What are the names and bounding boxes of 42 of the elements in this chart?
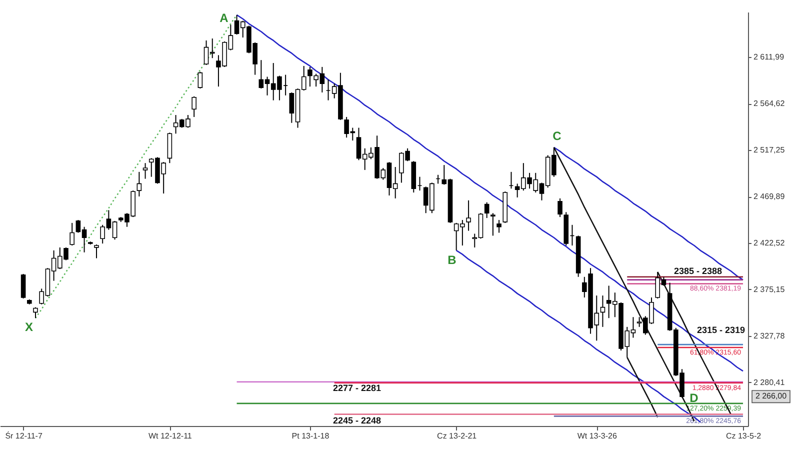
y-tick-label: 2 517,25 bbox=[754, 146, 786, 155]
annotation: 2245 - 2248 bbox=[332, 416, 382, 426]
annotation: D bbox=[690, 391, 699, 405]
y-tick-label: 2 280,41 bbox=[754, 378, 786, 387]
annotation: A bbox=[220, 11, 229, 25]
annotation: X bbox=[24, 320, 34, 334]
x-tick-label: Śr 12-11-7 bbox=[5, 430, 43, 440]
line-series bbox=[236, 14, 744, 372]
annotation: B bbox=[448, 253, 457, 267]
y-tick-label: 2 469,89 bbox=[754, 192, 786, 202]
candlestick bbox=[484, 202, 490, 219]
candlestick bbox=[496, 219, 502, 234]
y-tick-label: 2 375,15 bbox=[754, 284, 786, 294]
x-tick-label: Pt 13-1-18 bbox=[292, 432, 330, 440]
candlestick bbox=[558, 198, 562, 218]
annotation: 2277 - 2281 bbox=[332, 383, 382, 393]
x-tick-label: Cz 13-2-21 bbox=[437, 432, 478, 440]
line-series bbox=[34, 14, 238, 319]
candlestick bbox=[94, 244, 99, 259]
y-tick-label: 2 611,99 bbox=[754, 52, 785, 62]
candlestick bbox=[33, 306, 38, 319]
candlestick bbox=[20, 273, 26, 299]
candlestick bbox=[70, 222, 74, 246]
annotation: 2315 - 2319 bbox=[696, 325, 746, 335]
candlestick bbox=[192, 96, 196, 118]
candlestick bbox=[142, 162, 148, 180]
x-tick-label: Wt 13-3-26 bbox=[577, 432, 618, 440]
line-series bbox=[626, 356, 658, 418]
text: 2 266,00 bbox=[755, 392, 788, 401]
y-tick-label: 2 327,78 bbox=[754, 331, 786, 340]
candlestick bbox=[490, 212, 496, 236]
candlestick bbox=[600, 295, 606, 328]
x-tick-label: Wt 12-12-11 bbox=[148, 432, 192, 440]
y-tick-label: 2 422,52 bbox=[754, 238, 786, 248]
y-tick-label: 2 564,62 bbox=[754, 99, 786, 108]
candlestick bbox=[198, 71, 203, 90]
annotation: C bbox=[552, 129, 562, 143]
line-series bbox=[553, 146, 744, 280]
x-tick-label: Cz 13-5-2 bbox=[726, 432, 762, 440]
candlestick bbox=[466, 200, 471, 232]
candlestick bbox=[136, 171, 142, 197]
annotation: 2385 - 2388 bbox=[674, 266, 722, 276]
